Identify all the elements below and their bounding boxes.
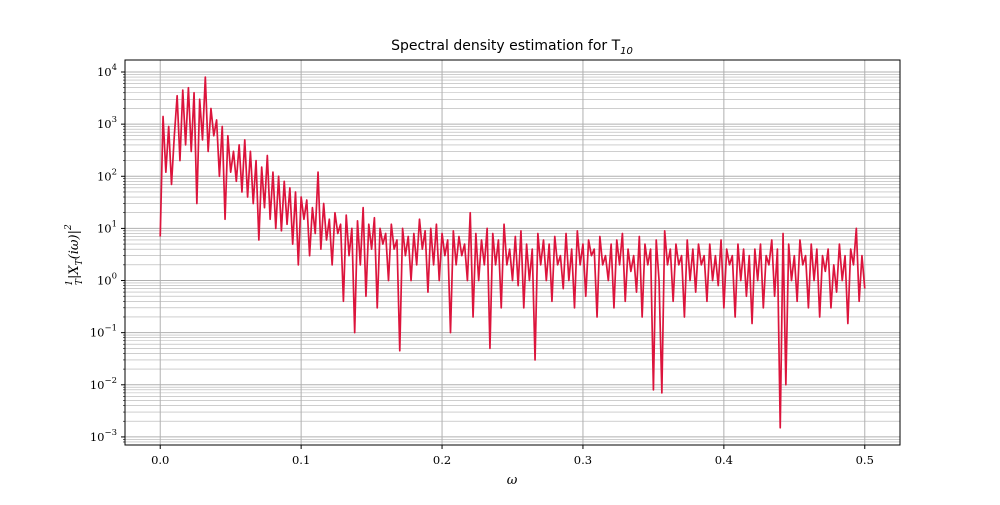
y-label-fraction-num: 1 <box>65 280 75 286</box>
x-tick-label: 0.0 <box>151 453 169 467</box>
y-tick-label: 10−1 <box>90 324 117 340</box>
series-line-0 <box>159 76 866 429</box>
y-axis-ticks: 10−3 10−2 10−1 100 101 102 103 104 <box>90 63 125 444</box>
chart-title-text: Spectral density estimation for T <box>391 38 621 54</box>
y-tick-label: 101 <box>97 219 117 235</box>
grid <box>125 60 900 445</box>
chart-title-subscript: 10 <box>620 46 633 57</box>
y-tick-label: 104 <box>97 63 117 79</box>
x-tick-label: 0.5 <box>856 453 874 467</box>
y-label-fraction-den: T <box>75 278 85 285</box>
y-tick-label: 100 <box>97 272 117 288</box>
y-label-sub: T <box>75 258 85 265</box>
y-label-body: |X <box>67 265 82 279</box>
x-tick-label: 0.2 <box>433 453 451 467</box>
x-axis-ticks: 0.0 0.1 0.2 0.3 0.4 0.5 <box>151 445 874 467</box>
x-tick-label: 0.1 <box>292 453 310 467</box>
y-label-arg: (iω)| <box>67 230 82 259</box>
chart-title: Spectral density estimation for T10 <box>391 38 633 57</box>
y-tick-label: 103 <box>97 115 117 131</box>
y-tick-label: 102 <box>97 167 117 183</box>
plot-frame <box>124 59 901 446</box>
y-label-sup: 2 <box>64 224 74 231</box>
x-axis-label: ω <box>507 473 518 488</box>
y-tick-label: 10−3 <box>90 428 117 444</box>
x-tick-label: 0.4 <box>715 453 733 467</box>
y-axis-label: 1T|XT(iω)|2 <box>64 224 85 286</box>
x-tick-label: 0.3 <box>574 453 592 467</box>
series-layer <box>159 76 866 429</box>
y-tick-label: 10−2 <box>90 376 117 392</box>
